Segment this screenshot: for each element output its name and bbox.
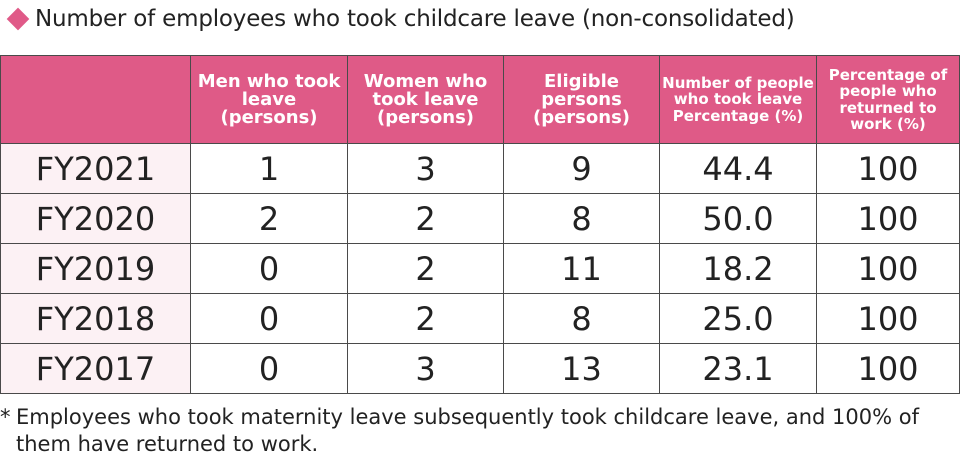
header-returned-to-work-percentage: Percentage of people who returned to wor… [816,55,960,144]
table-header-row: Men who took leave (persons) Women who t… [0,55,960,144]
returned-to-work-percentage-cell: 100 [816,293,960,344]
eligible-persons-cell: 9 [503,143,660,194]
eligible-persons-cell: 8 [503,293,660,344]
page-title: Number of employees who took childcare l… [4,2,795,36]
women-took-leave-cell: 2 [347,193,504,244]
diamond-bullet-icon [6,7,30,31]
eligible-persons-cell: 11 [503,243,660,294]
footnote-text: Employees who took maternity leave subse… [16,405,920,456]
returned-to-work-percentage-cell: 100 [816,243,960,294]
childcare-leave-table: Men who took leave (persons) Women who t… [0,55,960,394]
footnote: * Employees who took maternity leave sub… [0,404,955,458]
header-eligible-persons: Eligible persons (persons) [503,55,660,144]
women-took-leave-cell: 2 [347,243,504,294]
title-text: Number of employees who took childcare l… [35,6,795,32]
header-corner [0,55,191,144]
eligible-persons-cell: 13 [503,343,660,394]
fiscal-year-cell: FY2019 [0,243,191,294]
men-took-leave-cell: 0 [190,343,348,394]
fiscal-year-cell: FY2020 [0,193,191,244]
took-leave-percentage-cell: 23.1 [659,343,817,394]
eligible-persons-cell: 8 [503,193,660,244]
men-took-leave-cell: 0 [190,293,348,344]
table-row: FY2020 2 2 8 50.0 100 [0,193,960,244]
table-row: FY2021 1 3 9 44.4 100 [0,143,960,194]
returned-to-work-percentage-cell: 100 [816,193,960,244]
women-took-leave-cell: 2 [347,293,504,344]
table-row: FY2018 0 2 8 25.0 100 [0,293,960,344]
returned-to-work-percentage-cell: 100 [816,143,960,194]
took-leave-percentage-cell: 18.2 [659,243,817,294]
fiscal-year-cell: FY2017 [0,343,191,394]
returned-to-work-percentage-cell: 100 [816,343,960,394]
took-leave-percentage-cell: 50.0 [659,193,817,244]
took-leave-percentage-cell: 25.0 [659,293,817,344]
header-women-took-leave: Women who took leave (persons) [347,55,504,144]
men-took-leave-cell: 0 [190,243,348,294]
table-row: FY2017 0 3 13 23.1 100 [0,343,960,394]
footnote-marker: * [0,405,11,429]
fiscal-year-cell: FY2021 [0,143,191,194]
table-row: FY2019 0 2 11 18.2 100 [0,243,960,294]
women-took-leave-cell: 3 [347,143,504,194]
men-took-leave-cell: 2 [190,193,348,244]
fiscal-year-cell: FY2018 [0,293,191,344]
took-leave-percentage-cell: 44.4 [659,143,817,194]
header-men-took-leave: Men who took leave (persons) [190,55,348,144]
header-took-leave-percentage: Number of people who took leave Percenta… [659,55,817,144]
women-took-leave-cell: 3 [347,343,504,394]
men-took-leave-cell: 1 [190,143,348,194]
